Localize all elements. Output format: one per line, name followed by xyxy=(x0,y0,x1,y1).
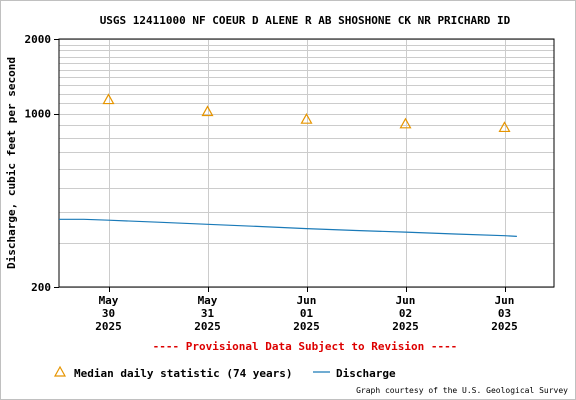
x-tick-label: Jun xyxy=(297,294,317,307)
legend-label-discharge: Discharge xyxy=(336,367,396,380)
x-tick-label: Jun xyxy=(495,294,515,307)
y-axis-label: Discharge, cubic feet per second xyxy=(5,57,18,269)
x-tick-label: May xyxy=(198,294,218,307)
median-point xyxy=(201,105,214,117)
x-tick-label: May xyxy=(99,294,119,307)
y-tick-label: 2000 xyxy=(25,33,52,46)
x-tick-label: 2025 xyxy=(194,320,221,333)
median-point xyxy=(399,117,412,129)
legend: Median daily statistic (74 years) Discha… xyxy=(53,365,396,380)
median-point xyxy=(498,121,511,133)
plot-border xyxy=(58,38,555,288)
x-tick-label: 03 xyxy=(498,307,511,320)
x-tick-label: 2025 xyxy=(392,320,419,333)
legend-median-triangle-icon xyxy=(53,365,67,377)
x-tick-label: 30 xyxy=(102,307,115,320)
graph-credit: Graph courtesy of the U.S. Geological Su… xyxy=(356,386,568,395)
x-tick-label: 2025 xyxy=(95,320,122,333)
provisional-data-note: ---- Provisional Data Subject to Revisio… xyxy=(153,340,458,353)
chart-title: USGS 12411000 NF COEUR D ALENE R AB SHOS… xyxy=(100,14,511,27)
grid-lines xyxy=(59,39,554,288)
x-axis-ticks: May302025May312025Jun012025Jun022025Jun0… xyxy=(95,287,518,333)
x-tick-label: Jun xyxy=(396,294,416,307)
x-tick-label: 01 xyxy=(300,307,314,320)
median-point xyxy=(300,112,313,124)
x-tick-label: 2025 xyxy=(293,320,320,333)
y-axis-ticks: 200 1000 2000 xyxy=(25,33,59,294)
y-tick-label: 1000 xyxy=(25,108,52,121)
x-tick-label: 02 xyxy=(399,307,412,320)
median-point xyxy=(102,93,115,105)
y-tick-label: 200 xyxy=(31,281,51,294)
series-layer xyxy=(59,93,517,237)
legend-label-median: Median daily statistic (74 years) xyxy=(74,367,293,380)
discharge-line xyxy=(59,218,517,237)
x-tick-label: 31 xyxy=(201,307,215,320)
x-tick-label: 2025 xyxy=(491,320,518,333)
